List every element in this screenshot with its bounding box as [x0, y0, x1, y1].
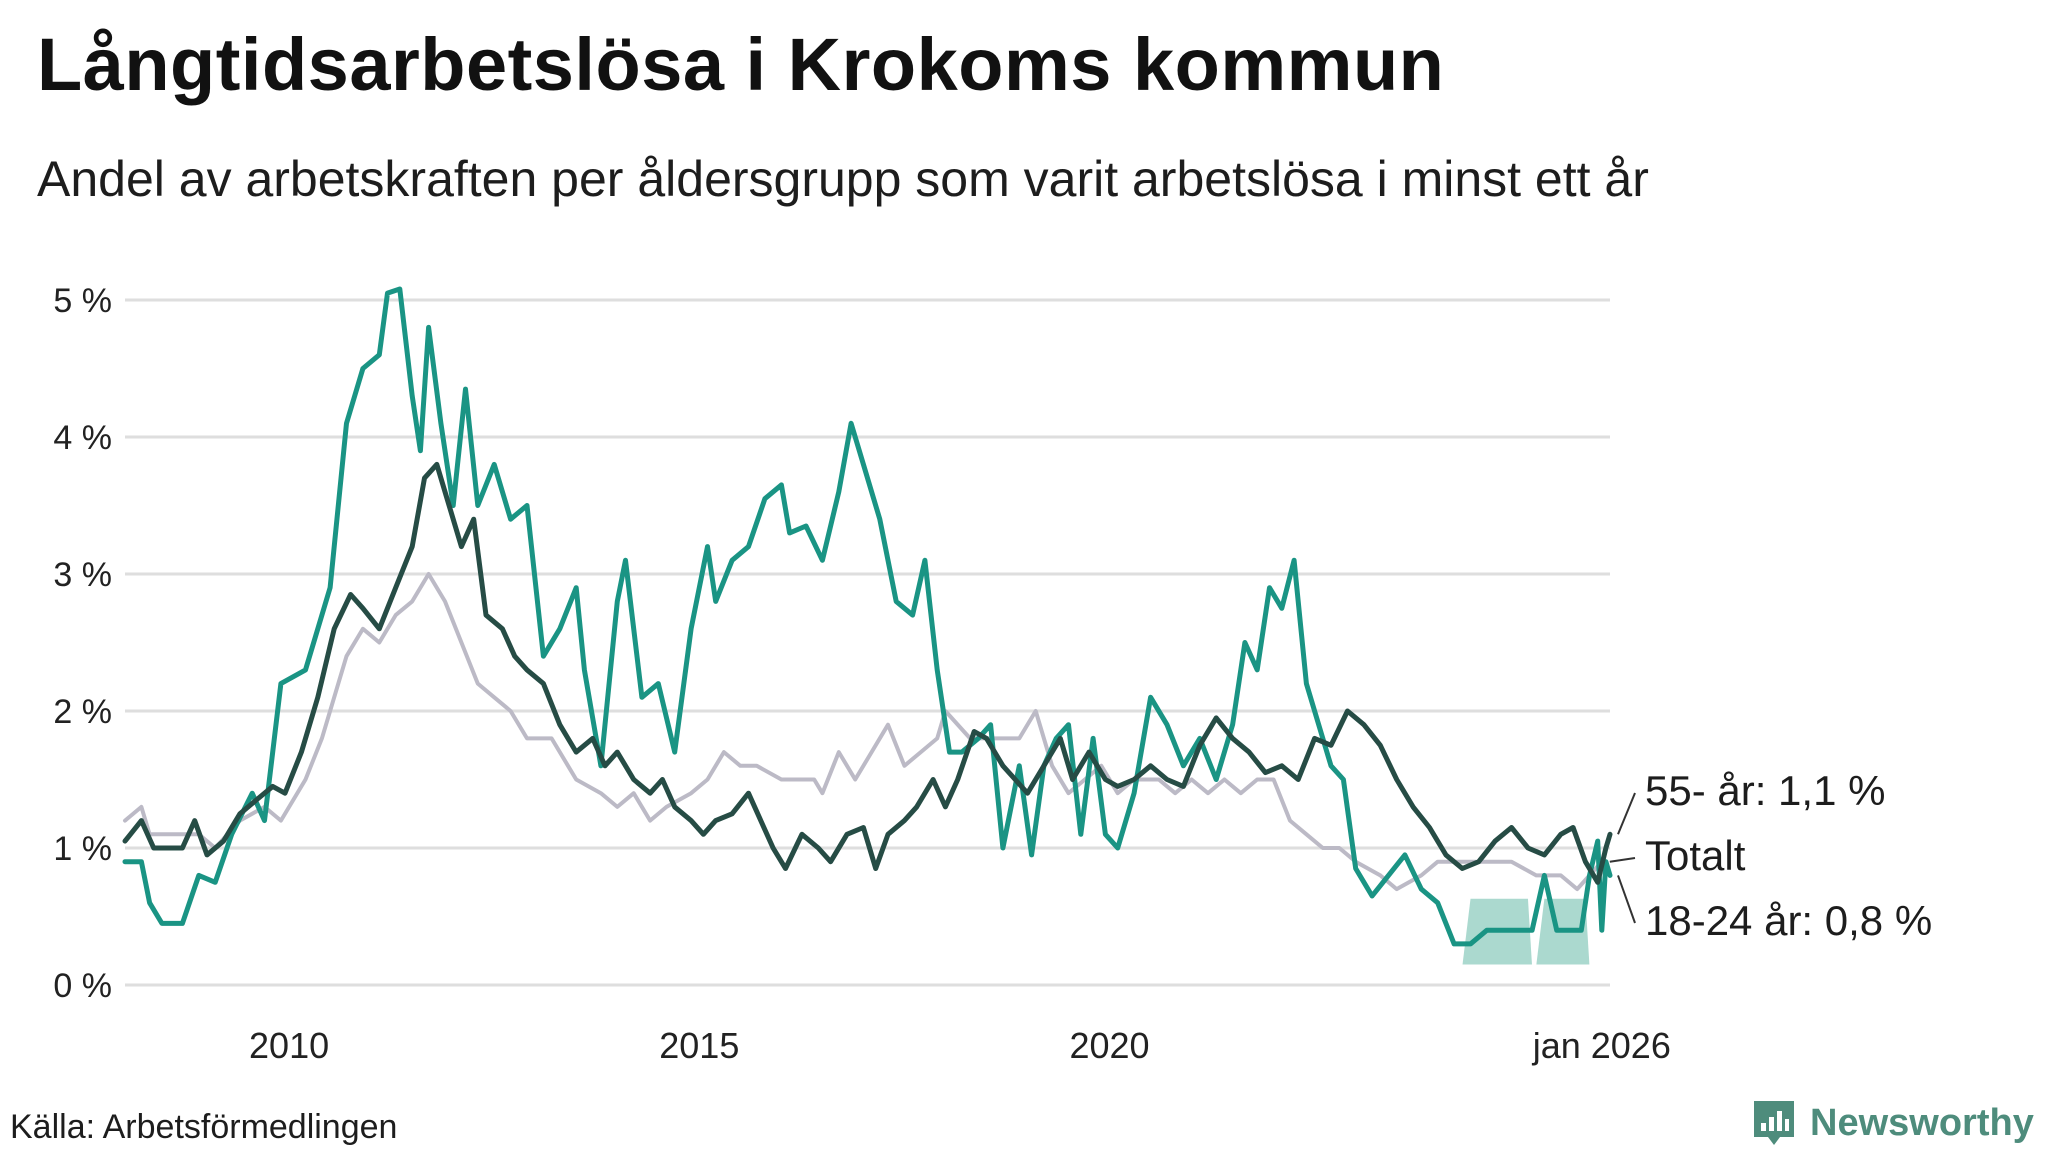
x-tick-label: 2020	[1069, 1025, 1149, 1066]
source-note: Källa: Arbetsförmedlingen	[10, 1108, 398, 1146]
label-leader	[1609, 857, 1636, 863]
newsworthy-icon	[1754, 1101, 1794, 1145]
series-lines	[122, 286, 1613, 947]
label-leader	[1617, 875, 1636, 924]
series-label: 18-24 år: 0,8 %	[1645, 897, 1932, 944]
series-line-old	[122, 461, 1613, 885]
chart-subtitle: Andel av arbetskraften per åldersgrupp s…	[37, 151, 1649, 207]
series-line-young	[122, 286, 1613, 947]
y-axis-ticks: 0 % 1 % 2 % 3 % 4 % 5 %	[53, 282, 112, 1005]
y-tick-label: 0 %	[53, 967, 112, 1005]
x-axis-ticks: 2010 2015 2020 jan 2026	[249, 1025, 1671, 1066]
series-label: Totalt	[1645, 832, 1746, 879]
y-tick-label: 1 %	[53, 830, 112, 868]
label-leader	[1617, 792, 1636, 835]
series-labels: Totalt 18-24 år: 0,8 % 55- år: 1,1 %	[1609, 767, 1932, 944]
x-tick-label: 2010	[249, 1025, 329, 1066]
chart-title: Långtidsarbetslösa i Krokoms kommun	[37, 23, 1445, 106]
brand-name: Newsworthy	[1810, 1101, 2034, 1144]
y-tick-label: 3 %	[53, 556, 112, 594]
x-tick-label: 2015	[659, 1025, 739, 1066]
series-label: 55- år: 1,1 %	[1645, 767, 1885, 814]
brand-logo: Newsworthy	[1750, 1097, 2034, 1149]
gridlines	[125, 298, 1610, 987]
y-tick-label: 5 %	[53, 282, 112, 320]
y-tick-label: 4 %	[53, 419, 112, 457]
y-tick-label: 2 %	[53, 693, 112, 731]
series-line-total	[123, 572, 1604, 892]
x-tick-label: jan 2026	[1532, 1025, 1671, 1066]
